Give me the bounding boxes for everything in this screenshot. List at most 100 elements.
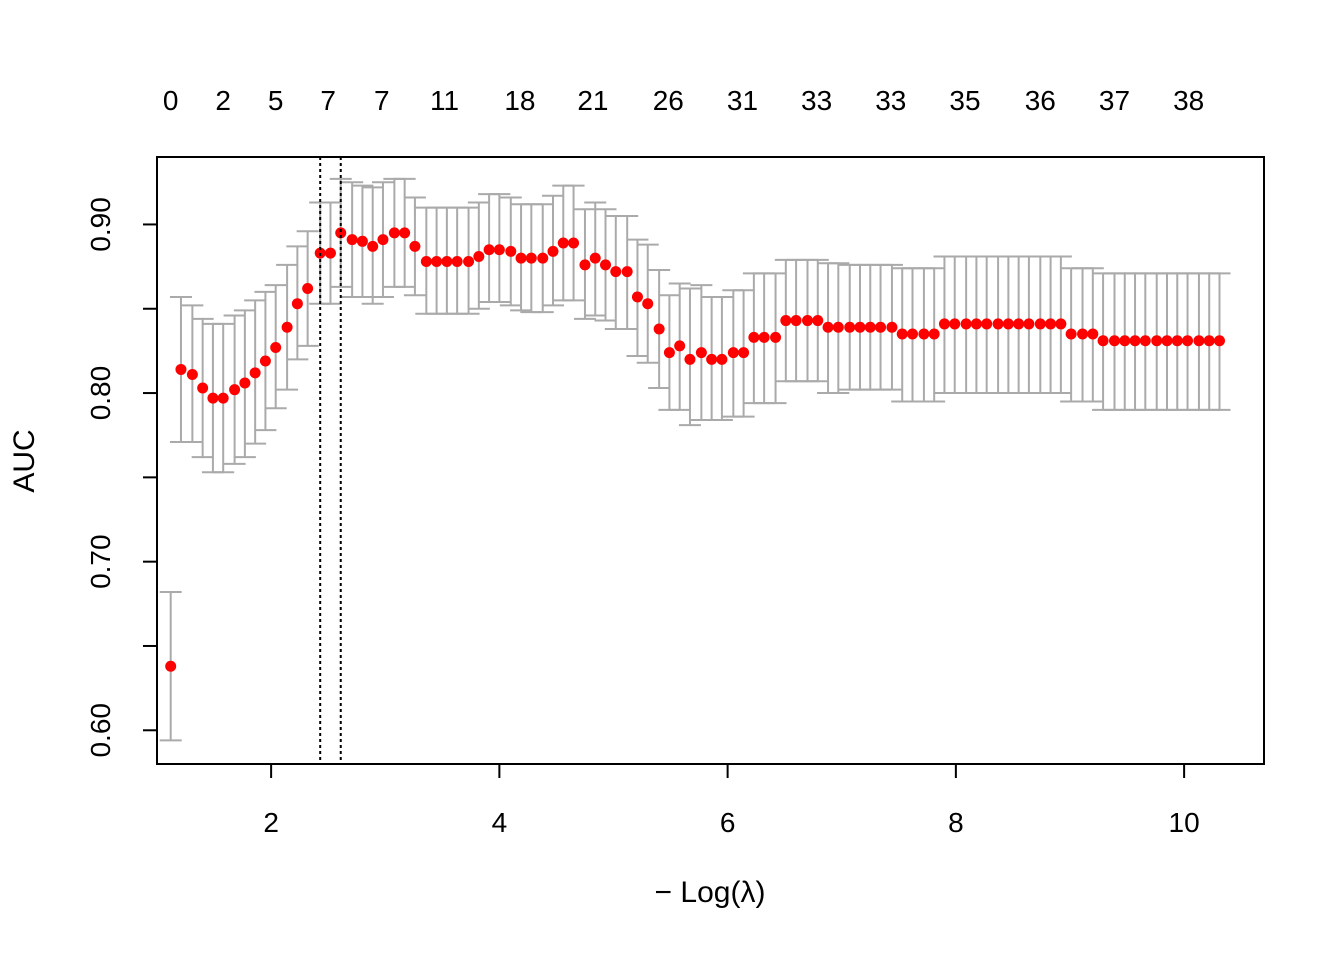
- data-point: [249, 367, 261, 379]
- x-tick-label: 2: [263, 807, 279, 838]
- data-point: [589, 252, 601, 264]
- data-point: [324, 247, 336, 259]
- data-point: [1151, 335, 1163, 347]
- data-point: [790, 315, 802, 327]
- data-point: [335, 227, 347, 239]
- data-point: [175, 363, 187, 375]
- data-point: [832, 321, 844, 333]
- top-axis-label: 37: [1099, 85, 1130, 116]
- top-axis-label: 5: [268, 85, 284, 116]
- data-point: [441, 256, 453, 268]
- top-axis-label: 0: [163, 85, 179, 116]
- data-point: [525, 252, 537, 264]
- data-point: [1013, 318, 1025, 330]
- data-point: [1213, 335, 1225, 347]
- data-point: [537, 252, 549, 264]
- y-tick-label: 0.70: [85, 534, 116, 589]
- data-point: [1034, 318, 1046, 330]
- data-point: [1045, 318, 1057, 330]
- data-point: [1161, 335, 1173, 347]
- data-point: [1023, 318, 1035, 330]
- data-point: [812, 315, 824, 327]
- top-axis-label: 21: [577, 85, 608, 116]
- x-axis-title: − Log(λ): [655, 876, 766, 909]
- data-point: [780, 315, 792, 327]
- data-point: [493, 244, 505, 256]
- top-axis-label: 7: [374, 85, 390, 116]
- data-point: [864, 321, 876, 333]
- data-point: [399, 227, 411, 239]
- data-point: [695, 347, 707, 359]
- data-point: [451, 256, 463, 268]
- data-point: [431, 256, 443, 268]
- data-point: [1097, 335, 1109, 347]
- data-point: [875, 321, 887, 333]
- data-point: [748, 331, 760, 343]
- data-point: [758, 331, 770, 343]
- data-point: [547, 245, 559, 257]
- top-axis-label: 26: [653, 85, 684, 116]
- data-point: [1171, 335, 1183, 347]
- data-point: [409, 240, 421, 252]
- data-point: [515, 252, 527, 264]
- data-point: [1119, 335, 1131, 347]
- data-point: [621, 266, 633, 278]
- data-point: [388, 227, 400, 239]
- top-axis-label: 38: [1173, 85, 1204, 116]
- top-axis-label: 18: [504, 85, 535, 116]
- data-point: [727, 347, 739, 359]
- top-axis-labels: 0 2 5 7 7 11 18 21 26 31 33 33 35 36 37 38: [163, 85, 1204, 116]
- data-point: [1182, 335, 1194, 347]
- data-point: [186, 369, 198, 381]
- data-point: [463, 256, 475, 268]
- data-point: [281, 321, 293, 333]
- top-axis-label: 7: [320, 85, 336, 116]
- data-point: [992, 318, 1004, 330]
- y-axis-title: AUC: [8, 429, 41, 492]
- data-point: [1065, 328, 1077, 340]
- data-point: [928, 328, 940, 340]
- data-point: [1108, 335, 1120, 347]
- data-point: [822, 321, 834, 333]
- data-point: [918, 328, 930, 340]
- data-points: [165, 227, 1225, 672]
- data-point: [291, 298, 303, 310]
- data-point: [568, 237, 580, 249]
- data-point: [738, 347, 750, 359]
- top-axis-label: 33: [801, 85, 832, 116]
- data-point: [886, 321, 898, 333]
- y-tick-label: 0.90: [85, 197, 116, 252]
- data-point: [906, 328, 918, 340]
- data-point: [473, 250, 485, 262]
- reference-lines: [319, 157, 342, 764]
- data-point: [674, 340, 686, 352]
- data-point: [844, 321, 856, 333]
- x-tick-label: 8: [948, 807, 964, 838]
- data-point: [346, 234, 358, 246]
- data-point: [970, 318, 982, 330]
- data-point: [653, 323, 665, 335]
- top-axis-label: 33: [875, 85, 906, 116]
- x-tick-label: 10: [1169, 807, 1200, 838]
- y-tick-label: 0.60: [85, 703, 116, 758]
- data-point: [207, 392, 219, 404]
- data-point: [239, 377, 251, 389]
- data-point: [684, 353, 696, 365]
- data-point: [197, 382, 209, 394]
- data-point: [854, 321, 866, 333]
- data-point: [356, 235, 368, 247]
- x-axis: 2 4 6 8 10: [263, 764, 1200, 838]
- top-axis-label: 35: [949, 85, 980, 116]
- top-axis-label: 2: [215, 85, 231, 116]
- top-axis-label: 11: [430, 85, 459, 116]
- data-point: [770, 331, 782, 343]
- data-point: [600, 259, 612, 271]
- y-axis: 0.60 0.70 0.80 0.90: [85, 197, 157, 758]
- data-point: [579, 259, 591, 271]
- data-point: [802, 315, 814, 327]
- data-point: [706, 353, 718, 365]
- data-point: [420, 256, 432, 268]
- y-tick-label: 0.80: [85, 366, 116, 421]
- data-point: [1129, 335, 1141, 347]
- data-point: [1193, 335, 1205, 347]
